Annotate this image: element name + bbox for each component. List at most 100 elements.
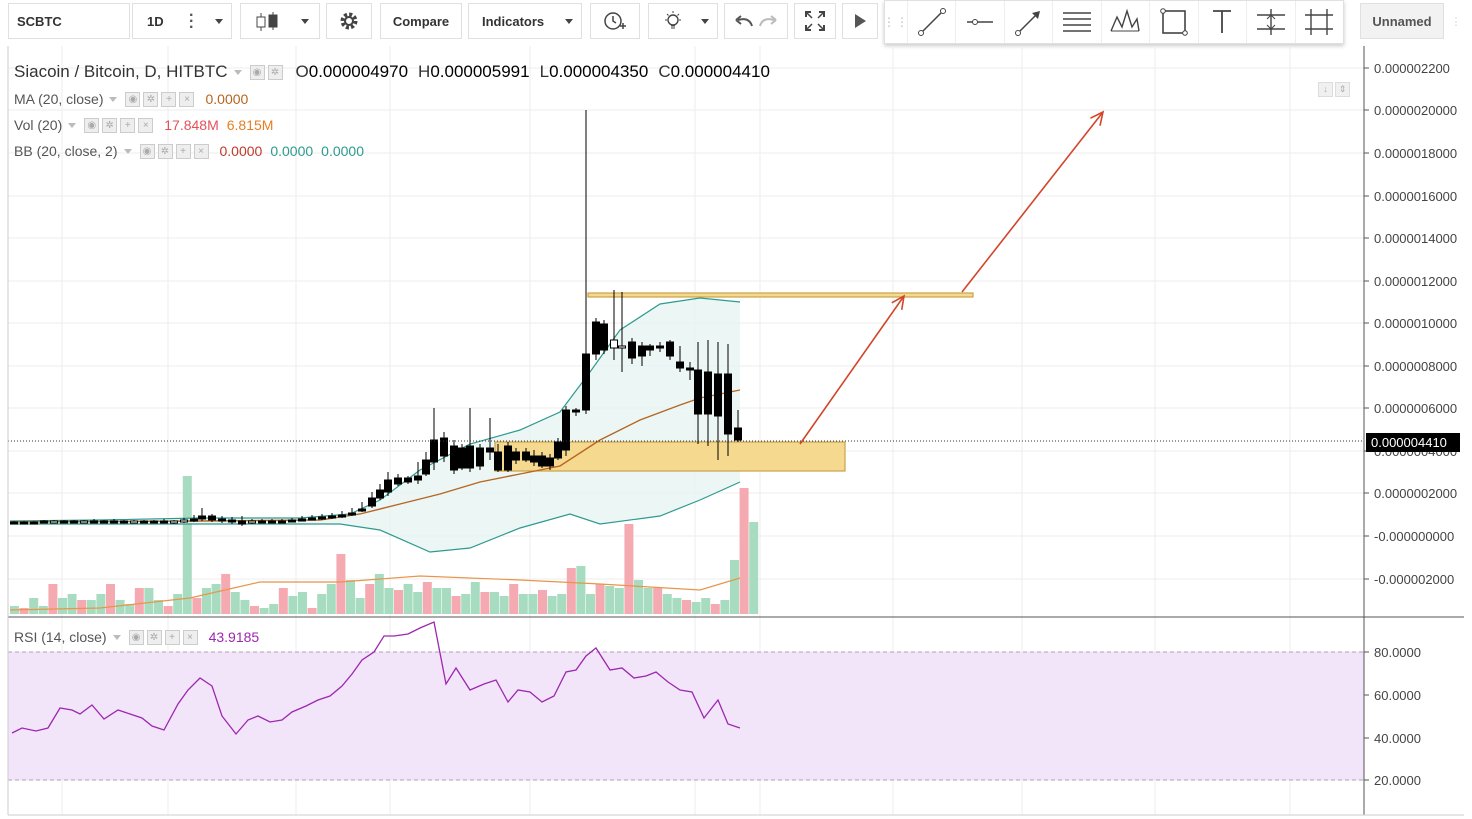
plus-icon[interactable]: +: [175, 143, 191, 159]
gear-icon[interactable]: ✲: [157, 143, 173, 159]
eye-icon[interactable]: ◉: [125, 91, 141, 107]
rsi-tick-label: 40.0000: [1374, 731, 1421, 746]
candle-body: [258, 520, 266, 524]
chevron-down-icon[interactable]: [233, 69, 242, 75]
measure-tool[interactable]: [1246, 1, 1294, 43]
candle-body: [120, 520, 128, 524]
chevron-down-icon[interactable]: [109, 96, 118, 102]
more-intervals-icon[interactable]: · · ·: [189, 7, 195, 36]
rectangle-tool[interactable]: [1149, 1, 1197, 43]
arrow-tool[interactable]: [1003, 1, 1052, 43]
volume-bar: [422, 582, 432, 614]
eye-icon[interactable]: ◉: [139, 143, 155, 159]
volume-bar: [269, 604, 279, 614]
fullscreen-button[interactable]: [794, 3, 836, 39]
rsi-label[interactable]: RSI (14, close): [14, 629, 107, 645]
candle-body: [348, 512, 356, 516]
candle-body: [628, 341, 636, 359]
vol-label[interactable]: Vol (20): [14, 117, 63, 133]
chevron-down-icon[interactable]: [68, 122, 77, 128]
arrow-down-icon[interactable]: ↓: [1318, 82, 1333, 97]
horizontal-line-icon: [967, 19, 994, 25]
redo-icon[interactable]: [756, 11, 780, 31]
ma-label[interactable]: MA (20, close): [14, 91, 104, 107]
gear-icon[interactable]: ✲: [102, 117, 118, 133]
close-icon[interactable]: ×: [138, 117, 154, 133]
price-tick-label: -0.000002000: [1374, 572, 1454, 587]
symbol-search-button[interactable]: SCBTC: [8, 3, 130, 39]
price-tick-label: 0.0000006000: [1374, 401, 1457, 416]
templates-button[interactable]: [648, 3, 718, 39]
bb-lower-value: 0.0000: [321, 143, 364, 159]
interval-button[interactable]: 1D · · ·: [132, 3, 232, 39]
volume-bar: [394, 590, 403, 614]
price-tick-label: 0.0000020000: [1374, 103, 1457, 118]
plus-icon[interactable]: +: [120, 117, 136, 133]
indicators-button[interactable]: Indicators: [468, 3, 582, 39]
candle-body: [376, 489, 384, 499]
eye-icon[interactable]: ◉: [249, 64, 265, 80]
gear-icon[interactable]: ✲: [267, 64, 283, 80]
candle-body: [90, 520, 98, 524]
pattern-tool[interactable]: [1100, 1, 1149, 43]
eye-icon[interactable]: ◉: [84, 117, 100, 133]
volume-bar: [240, 600, 250, 614]
plus-icon[interactable]: +: [164, 629, 180, 645]
collapse-icon[interactable]: ⇕: [1335, 82, 1350, 97]
volume-bar: [182, 476, 192, 614]
close-icon[interactable]: ×: [179, 91, 195, 107]
fib-icon: [1063, 12, 1092, 32]
moving-average: [9, 389, 741, 523]
symbol-title[interactable]: Siacoin / Bitcoin, D, HITBTC: [14, 62, 228, 81]
text-icon: [1213, 10, 1232, 33]
gear-icon[interactable]: ✲: [146, 629, 162, 645]
volume-bar: [48, 584, 58, 614]
volume-bar: [682, 600, 691, 614]
plus-icon[interactable]: +: [161, 91, 177, 107]
gear-icon[interactable]: ✲: [143, 91, 159, 107]
replay-button[interactable]: [842, 3, 878, 39]
volume-bar: [77, 600, 87, 614]
bb-label[interactable]: BB (20, close, 2): [14, 143, 118, 159]
chart-type-button[interactable]: [240, 3, 320, 39]
candle-body: [422, 459, 430, 475]
bb-lower: [10, 481, 741, 553]
candle-body: [610, 339, 618, 349]
horizontal-line-tool[interactable]: [955, 1, 1003, 43]
text-tool[interactable]: [1197, 1, 1246, 43]
alert-button[interactable]: [590, 3, 640, 39]
volume-bar: [278, 588, 288, 614]
volume-bar: [480, 592, 490, 614]
candle-body: [600, 323, 608, 351]
forecast-tool[interactable]: [1294, 1, 1343, 43]
fib-tool[interactable]: [1052, 1, 1100, 43]
close-icon[interactable]: ×: [193, 143, 209, 159]
close-icon[interactable]: ×: [182, 629, 198, 645]
trend-line-tool[interactable]: [907, 1, 955, 43]
volume-bar: [144, 588, 154, 614]
candle-body: [140, 520, 148, 524]
vol-legend: Vol (20) ◉ ✲ + × 17.848M 6.815M: [14, 117, 273, 133]
volume-bar: [326, 584, 336, 614]
layout-name-button[interactable]: Unnamed: [1360, 3, 1444, 39]
drag-handle-icon[interactable]: ⋮: [1450, 15, 1462, 28]
chart-settings-button[interactable]: [326, 3, 372, 39]
compare-button[interactable]: Compare: [380, 3, 462, 39]
chevron-down-icon[interactable]: [123, 148, 132, 154]
resistance-zone-rect: [587, 292, 974, 298]
candle-body: [666, 341, 674, 357]
volume-bar: [595, 584, 605, 614]
eye-icon[interactable]: ◉: [128, 629, 144, 645]
candle-body: [10, 521, 18, 525]
candle-body: [238, 520, 246, 525]
candle-body: [458, 447, 466, 469]
drag-handle-icon[interactable]: ⋮⋮: [883, 15, 909, 29]
candle-body: [198, 515, 206, 520]
undo-icon[interactable]: [732, 11, 756, 31]
chevron-down-icon[interactable]: [112, 634, 121, 640]
candle-body: [368, 497, 376, 507]
candle-body: [562, 409, 570, 451]
chevron-down-icon: [215, 19, 223, 24]
low-value: 0.000004350: [549, 62, 649, 81]
